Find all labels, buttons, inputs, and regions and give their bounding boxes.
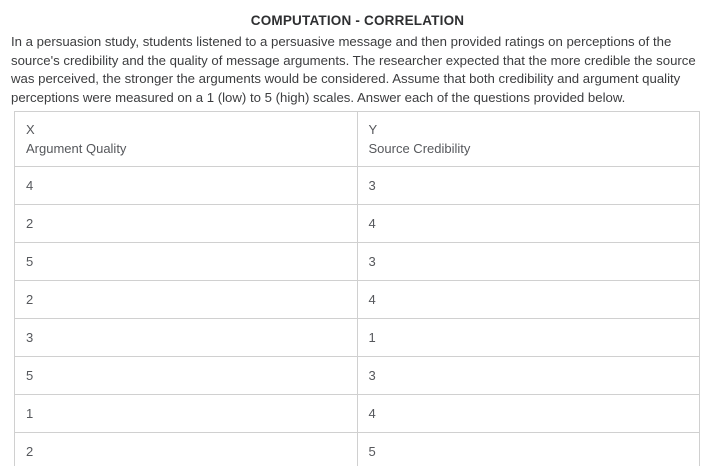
column-header-x: X Argument Quality xyxy=(14,110,358,167)
column-x-variable: X xyxy=(26,121,35,137)
column-y-variable: Y xyxy=(368,121,378,137)
data-table: X Argument Quality Y Source Credibility … xyxy=(14,110,700,466)
table-cell: 1 xyxy=(356,317,700,357)
column-header-y: Y Source Credibility xyxy=(356,110,700,167)
table-cell: 4 xyxy=(356,393,700,433)
table-cell: 2 xyxy=(14,279,358,319)
question-description: In a persuasion study, students listened… xyxy=(11,34,696,106)
table-cell: 4 xyxy=(356,203,700,243)
table-cell: 4 xyxy=(14,165,358,205)
table-cell: 4 xyxy=(356,279,700,319)
table-cell: 3 xyxy=(14,317,358,357)
page-title: COMPUTATION - CORRELATION xyxy=(250,13,465,28)
table-cell: 5 xyxy=(14,241,358,281)
table-cell: 5 xyxy=(356,431,700,466)
table-cell: 2 xyxy=(14,431,358,466)
table-cell: 5 xyxy=(14,355,358,395)
table-header-row: X Argument Quality Y Source Credibility xyxy=(14,110,700,167)
table-cell: 3 xyxy=(356,165,700,205)
column-x-label: Argument Quality xyxy=(26,140,127,156)
data-table-header: X Argument Quality Y Source Credibility xyxy=(14,110,700,167)
table-cell: 3 xyxy=(356,241,700,281)
table-cell: 1 xyxy=(14,393,358,433)
table-cell: 2 xyxy=(14,203,358,243)
table-cell: 3 xyxy=(356,355,700,395)
column-y-label: Source Credibility xyxy=(368,140,471,156)
